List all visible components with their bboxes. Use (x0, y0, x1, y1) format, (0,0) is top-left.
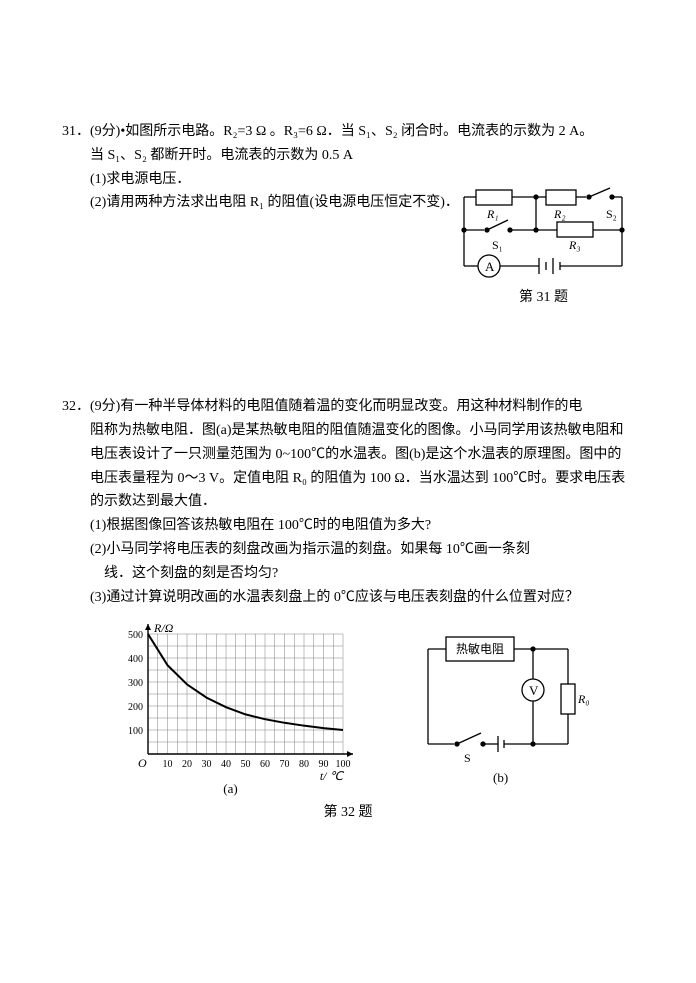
svg-text:200: 200 (128, 702, 143, 713)
q32-text-cont: 阻称为热敏电阻．图(a)是某热敏电阻的阻值随温变化的图像。小马同学用该热敏电阻和… (62, 419, 634, 514)
q32-part2: (2)小马同学将电压表的刻盘改画为指示温的刻盘。如果每 10℃画一条刻 (62, 538, 634, 562)
label-thermistor: 热敏电阻 (456, 641, 504, 656)
question-32: 32．(9分)有一种半导体材料的电阻值随着温的变化而明显改变。用这种材料制作的电… (62, 395, 634, 821)
q31-points: (9分) (90, 124, 120, 139)
q32-part3: (3)通过计算说明改画的水温表刻盘上的 0℃应该与电压表刻盘的什么位置对应？ (62, 586, 634, 610)
circuit-b: 热敏电阻 V R₀ S (b) (408, 619, 593, 799)
q31-text2: 当 S₁、S₂ 都断开时。电流表的示数为 0.5 A (62, 144, 634, 168)
svg-text:30: 30 (202, 759, 212, 770)
label-r1: R₁ (486, 207, 499, 221)
q31-caption: 第 31 题 (519, 288, 568, 305)
svg-text:O: O (138, 756, 147, 770)
label-r3: R₃ (568, 238, 581, 252)
label-s1: S₁ (492, 238, 503, 252)
svg-text:500: 500 (128, 630, 143, 641)
q32-text1-seg: 有一种半导体材料的电阻值随着温的变化而明显改变。用这种材料制作的电 (120, 399, 582, 414)
svg-text:(a): (a) (223, 781, 237, 796)
svg-text:20: 20 (182, 759, 192, 770)
svg-text:40: 40 (221, 759, 231, 770)
svg-text:10: 10 (163, 759, 173, 770)
label-s2: S₂ (606, 207, 617, 221)
q32-number: 32． (62, 399, 90, 414)
q32-caption: 第 32 题 (62, 801, 634, 821)
q31-figure: R₁ R₂ S₂ R₃ S₁ A 第 31 题 (454, 178, 634, 313)
svg-text:t/ ℃: t/ ℃ (320, 769, 345, 783)
svg-text:70: 70 (280, 759, 290, 770)
circuit-b-caption: (b) (493, 770, 508, 785)
svg-text:300: 300 (128, 678, 143, 689)
svg-text:100: 100 (128, 726, 143, 737)
chart-a: 100200300400500102030405060708090100OR/Ω… (103, 619, 358, 799)
q32-header: 32．(9分)有一种半导体材料的电阻值随着温的变化而明显改变。用这种材料制作的电 (62, 395, 634, 419)
circuit-31: R₁ R₂ S₂ R₃ S₁ A 第 31 题 (454, 178, 634, 313)
label-r2: R₂ (553, 207, 566, 221)
q31-text1: 如图所示电路。R₂=3 Ω 。R₃=6 Ω．当 S₁、S₂ 闭合时。电流表的示数… (125, 124, 593, 139)
svg-text:80: 80 (299, 759, 309, 770)
q32-points: (9分) (90, 399, 120, 414)
q32-figures: 100200300400500102030405060708090100OR/Ω… (62, 619, 634, 799)
q32-part2b: 线．这个刻盘的刻是否均匀? (62, 562, 634, 586)
svg-text:R/Ω: R/Ω (153, 621, 174, 635)
q31-number: 31． (62, 124, 90, 139)
label-s: S (464, 751, 471, 765)
q31-line1: 31．(9分)•如图所示电路。R₂=3 Ω 。R₃=6 Ω．当 S₁、S₂ 闭合… (62, 120, 634, 144)
svg-text:400: 400 (128, 654, 143, 665)
label-a: A (485, 259, 495, 274)
question-31: 31．(9分)•如图所示电路。R₂=3 Ω 。R₃=6 Ω．当 S₁、S₂ 闭合… (62, 120, 634, 215)
label-r0: R₀ (577, 692, 590, 706)
svg-text:60: 60 (260, 759, 270, 770)
label-v: V (529, 683, 539, 698)
q32-part1: (1)根据图像回答该热敏电阻在 100℃时的电阻值为多大? (62, 514, 634, 538)
svg-text:50: 50 (241, 759, 251, 770)
